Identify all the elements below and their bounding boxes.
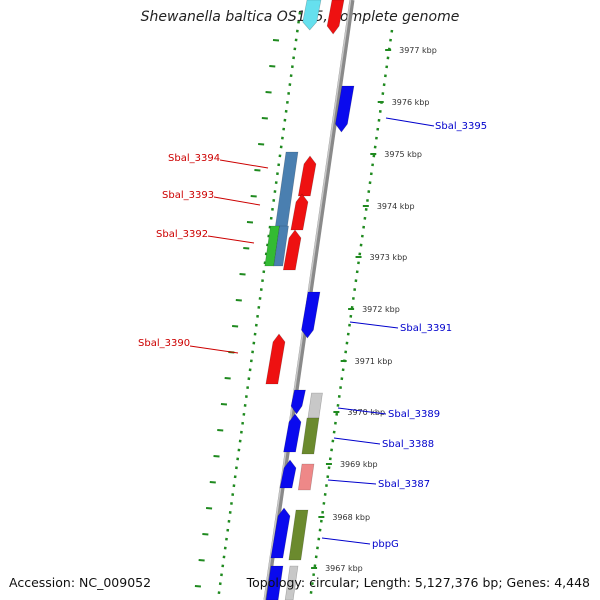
- map-title: Shewanella baltica OS155, complete genom…: [140, 9, 460, 25]
- inner-dash-marks: [194, 39, 280, 588]
- inner-dash: [265, 91, 272, 94]
- inner-dash: [239, 273, 246, 276]
- tick-label: 3970 kbp: [347, 408, 385, 417]
- inner-dash: [220, 403, 228, 406]
- label-leader: [327, 479, 377, 485]
- label-leader: [333, 437, 381, 445]
- gene-arrow: [290, 389, 306, 415]
- label-leader: [189, 345, 239, 354]
- tick-label: 3976 kbp: [392, 98, 430, 107]
- gene-labels: Sbal_3394 Sbal_3393 Sbal_3392 Sbal_3390 Sbal…: [138, 117, 487, 550]
- tick-label: 3973 kbp: [370, 253, 408, 262]
- inner-dash: [194, 585, 202, 588]
- gene-arrow: [273, 225, 289, 267]
- inner-dash: [232, 325, 239, 328]
- tick-label: 3971 kbp: [355, 357, 393, 366]
- label-leader: [337, 407, 387, 415]
- gene-arrow: [283, 413, 302, 453]
- label-leader: [349, 321, 399, 329]
- gene-label-left: Sbal_3392: [156, 229, 208, 240]
- inner-dash: [224, 377, 231, 380]
- gene-arrow: [290, 193, 309, 231]
- gene-arrow: [326, 0, 345, 35]
- label-leader: [321, 537, 371, 545]
- gene-label-left: Sbal_3393: [162, 190, 214, 201]
- inner-dash: [213, 455, 220, 458]
- label-leader: [219, 159, 269, 169]
- gene-arrow: [301, 417, 320, 455]
- gene-label-right: Sbal_3387: [378, 479, 430, 490]
- tick-label: 3977 kbp: [399, 46, 437, 55]
- inner-dash: [254, 169, 261, 172]
- label-leader: [207, 235, 255, 244]
- inner-dash: [250, 195, 257, 198]
- gene-features: [264, 0, 355, 600]
- inner-dash: [269, 65, 276, 68]
- inner-dash: [198, 559, 205, 562]
- gene-arrow: [297, 155, 317, 197]
- gene-arrow: [301, 291, 321, 339]
- inner-dash: [202, 533, 209, 536]
- accession-text: Accession: NC_009052: [9, 575, 152, 590]
- gene-arrow: [284, 565, 299, 600]
- tick-label: 3975 kbp: [384, 150, 422, 159]
- label-leader: [213, 196, 261, 206]
- gene-label-right: Sbal_3391: [400, 323, 452, 334]
- gene-label-right: pbpG: [372, 539, 399, 550]
- inner-dash: [217, 429, 224, 432]
- tick-label: 3968 kbp: [332, 513, 370, 522]
- gene-arrow: [265, 333, 286, 385]
- tick-label: 3972 kbp: [362, 305, 400, 314]
- inner-dotted-ring: [216, 11, 302, 600]
- gene-arrow: [279, 459, 297, 489]
- inner-dash: [209, 481, 216, 484]
- tick-label: 3967 kbp: [325, 564, 363, 573]
- gene-label-left: Sbal_3394: [168, 153, 220, 164]
- tick-label: 3969 kbp: [340, 460, 378, 469]
- inner-dash: [272, 39, 280, 42]
- tick-label: 3974 kbp: [377, 202, 415, 211]
- gene-arrow: [335, 85, 355, 133]
- gene-arrow: [282, 229, 302, 271]
- label-leader: [385, 117, 435, 127]
- gene-arrow: [297, 463, 315, 491]
- gene-label-left: Sbal_3390: [138, 338, 190, 349]
- gene-arrow: [288, 509, 309, 561]
- gene-label-right: Sbal_3388: [382, 439, 434, 450]
- inner-dash: [246, 221, 254, 224]
- gene-label-right: Sbal_3389: [388, 409, 440, 420]
- gene-arrow: [302, 0, 322, 31]
- scale-ticks: 3977 kbp 3976 kbp 3975 kbp 3974 kbp 3973 kbp…: [311, 46, 437, 573]
- gene-arrow: [270, 507, 291, 559]
- inner-dash: [235, 299, 242, 302]
- topology-summary: Topology: circular; Length: 5,127,376 bp…: [246, 575, 590, 590]
- gene-arrow: [307, 392, 323, 419]
- gene-label-right: Sbal_3395: [435, 121, 487, 132]
- inner-dash: [261, 117, 268, 120]
- inner-dash: [258, 143, 265, 146]
- inner-dash: [205, 507, 213, 510]
- gene-arrow: [265, 565, 284, 600]
- inner-dash: [243, 247, 250, 250]
